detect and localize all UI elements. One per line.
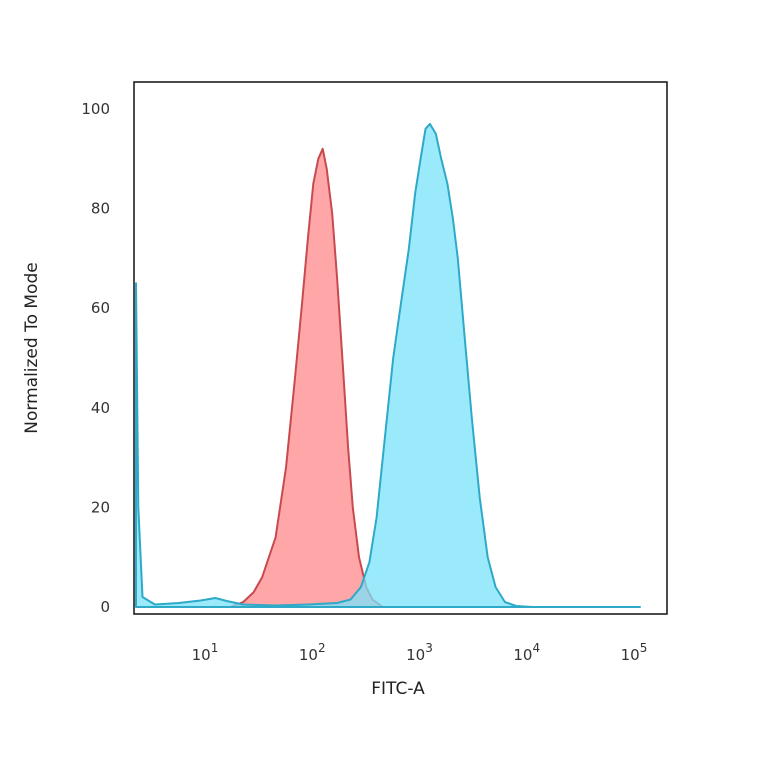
y-tick-label: 20: [91, 498, 110, 516]
x-tick-label: 102: [299, 641, 326, 664]
y-tick-label: 60: [91, 299, 110, 317]
sample-histogram: [135, 122, 641, 608]
y-axis-ticks: 0 20 40 60 80 100: [81, 100, 110, 616]
x-tick-label: 103: [406, 641, 433, 664]
x-axis-title: FITC-A: [371, 679, 425, 699]
y-tick-label: 0: [100, 598, 110, 616]
x-tick-label: 101: [192, 641, 219, 664]
x-axis-ticks: 101 102 103 104 105: [192, 641, 648, 664]
y-axis-title: Normalized To Mode: [22, 262, 42, 433]
x-tick-label: 104: [513, 641, 540, 664]
y-tick-label: 100: [81, 100, 110, 118]
histogram-series: [135, 122, 641, 608]
control-histogram: [228, 147, 384, 608]
y-tick-label: 80: [91, 200, 110, 218]
y-tick-label: 40: [91, 399, 110, 417]
x-tick-label: 105: [621, 641, 648, 664]
plot-frame: [133, 81, 668, 615]
